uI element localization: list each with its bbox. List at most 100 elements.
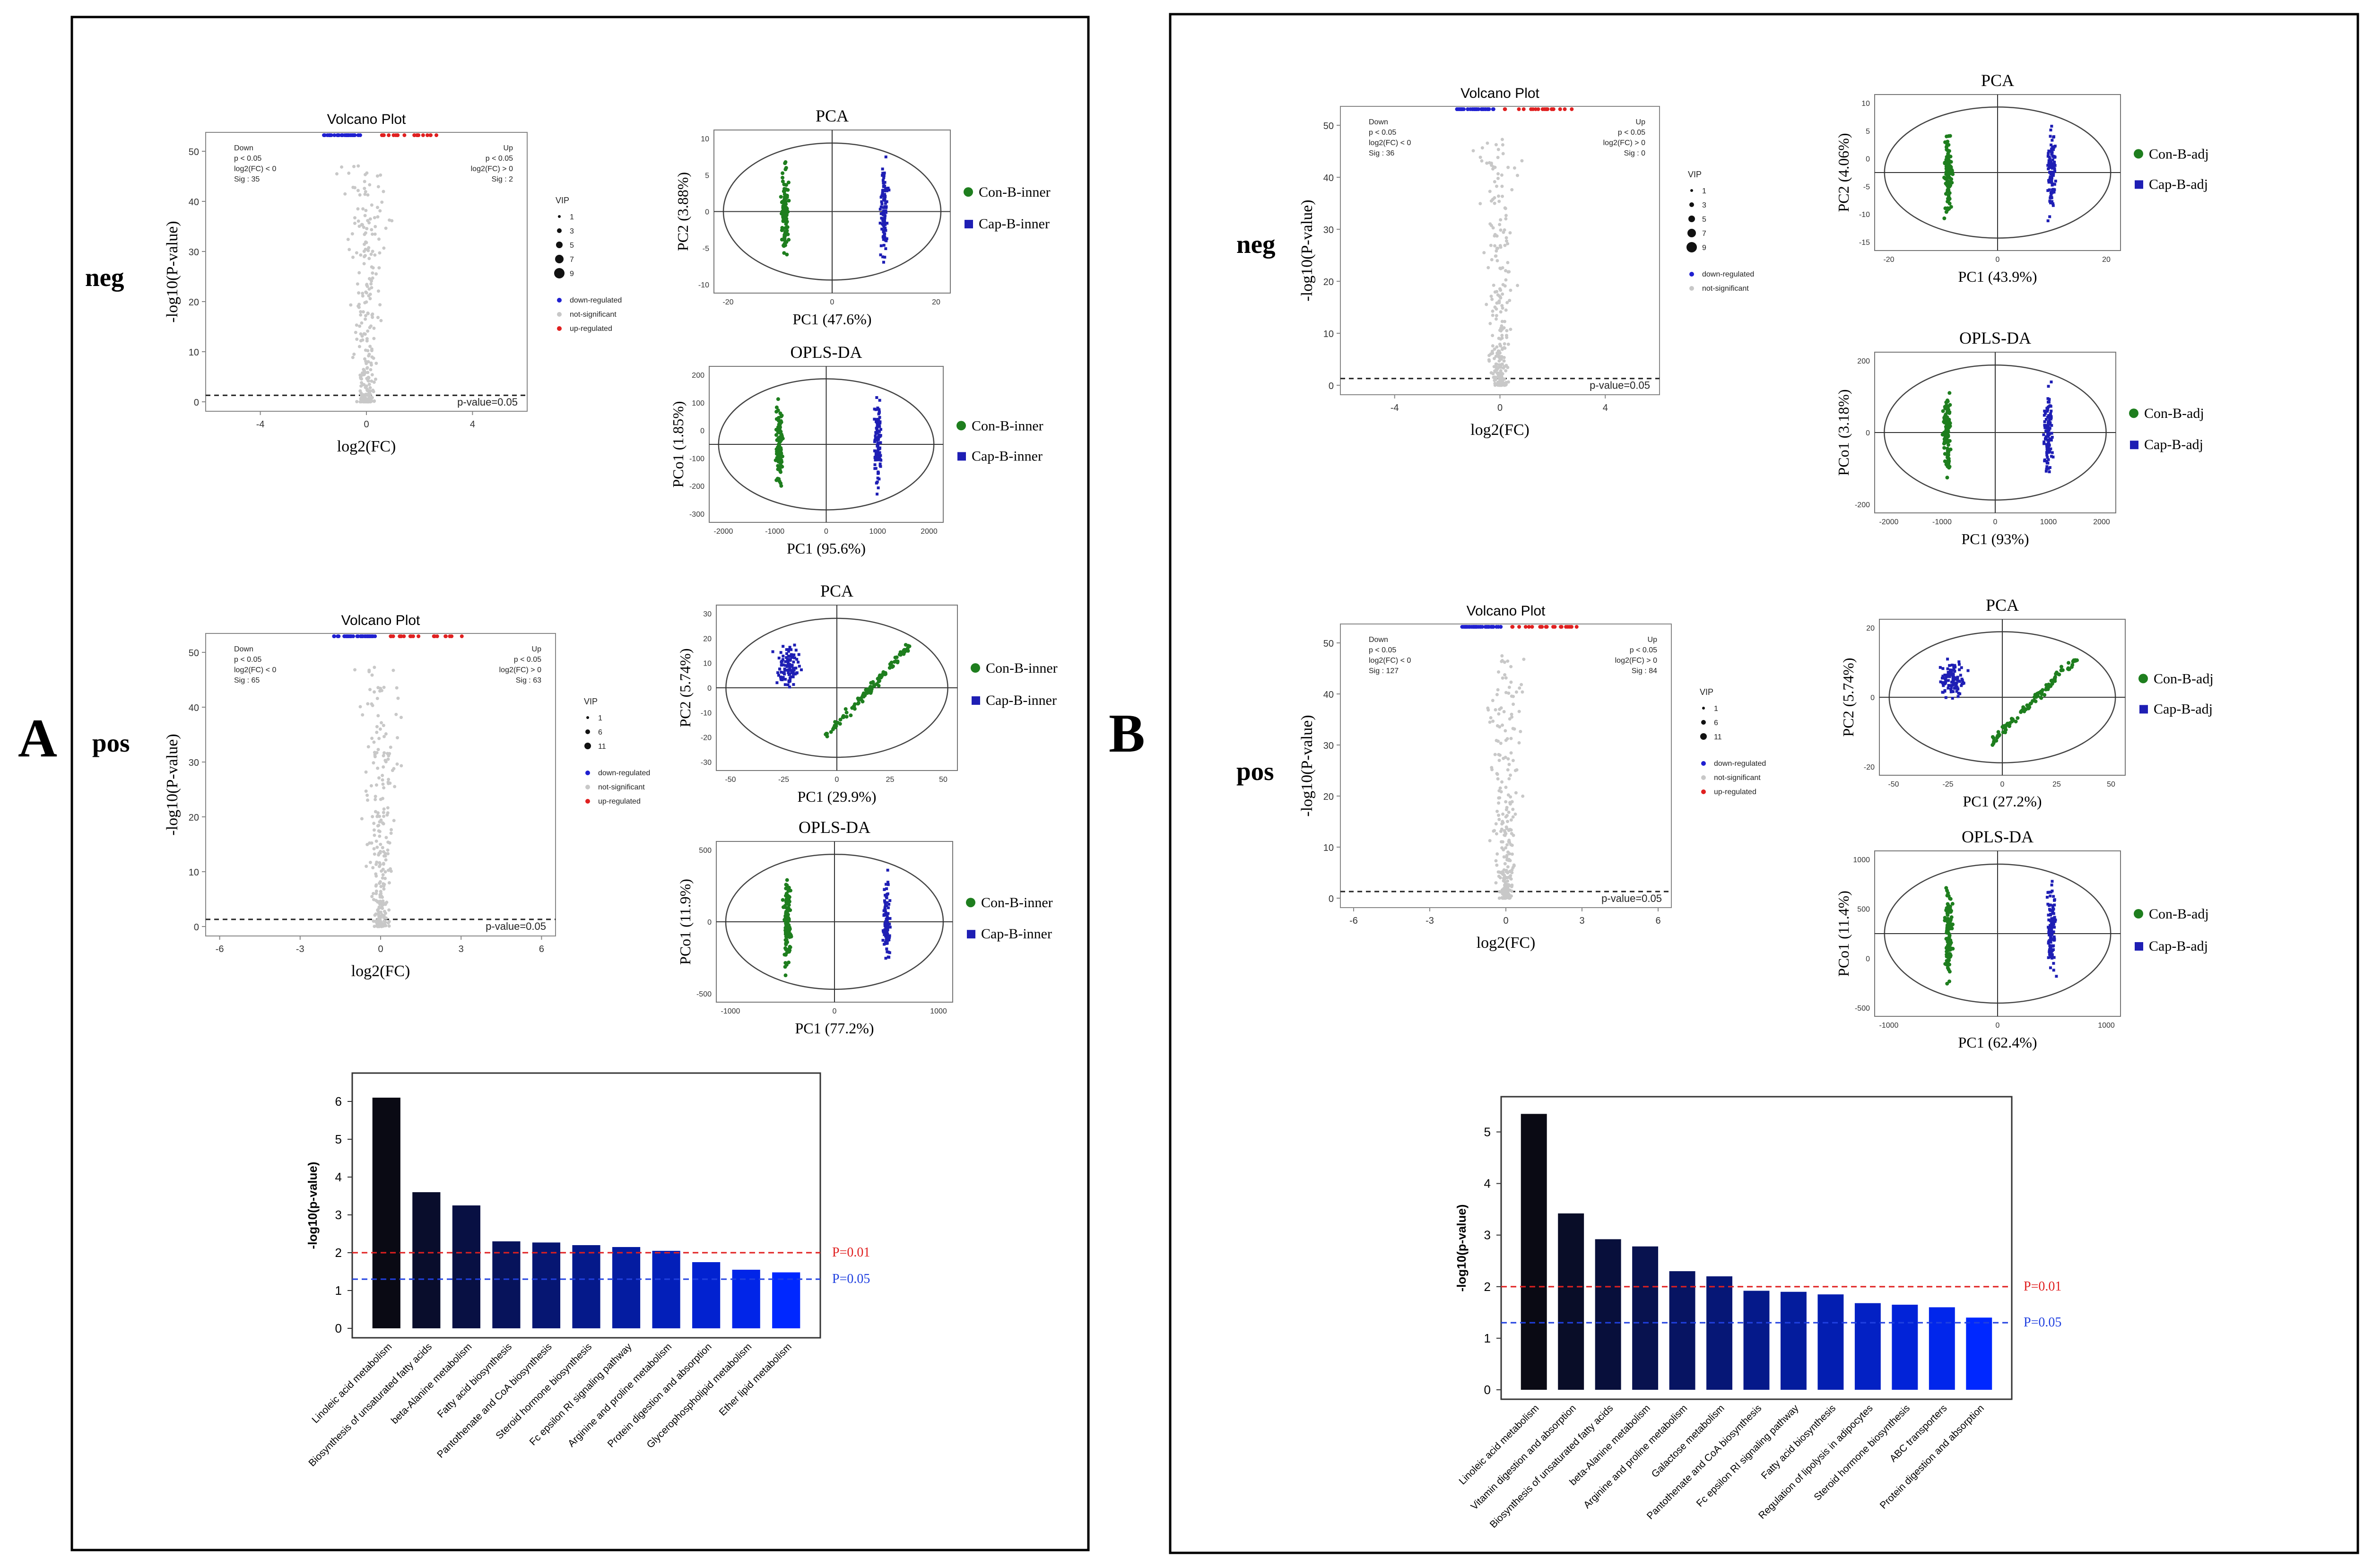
volcano-down-point [1475, 107, 1479, 111]
volcano-point [370, 379, 374, 383]
score-point-cap [2052, 135, 2056, 139]
bar [652, 1251, 680, 1328]
volcano-point [362, 368, 365, 372]
score-point-con [784, 892, 789, 896]
score-point-con [785, 878, 789, 882]
volcano-point [370, 673, 374, 677]
score-point-con [1943, 406, 1947, 410]
volcano-point [1501, 143, 1504, 147]
volcano-point [1496, 147, 1500, 151]
volcano-point [396, 736, 400, 740]
score-point-con [776, 464, 780, 468]
volcano-point [357, 225, 361, 228]
volcano-point [355, 251, 358, 255]
volcano-point [1495, 301, 1499, 305]
score-point-cap [1952, 680, 1955, 684]
volcano-point [1506, 768, 1510, 772]
score-ytick-label: 10 [1861, 100, 1870, 108]
volcano-point [1507, 685, 1511, 689]
volcano-point [1495, 345, 1499, 349]
score-point-cap [2055, 975, 2058, 978]
volcano-up-point [1553, 625, 1557, 629]
volcano-up-point [1558, 107, 1562, 111]
score-point-con [2035, 692, 2040, 696]
volcano-point [376, 185, 380, 189]
volcano-point [364, 231, 367, 235]
volcano-point [1516, 284, 1520, 287]
score-ytick-label: 0 [707, 684, 712, 693]
score-point-cap [881, 179, 885, 182]
volcano-point [1491, 334, 1495, 338]
volcano-point [1501, 872, 1504, 876]
volcano-down-point [352, 133, 356, 137]
score-point-cap [1950, 680, 1953, 684]
volcano-point [371, 250, 374, 253]
volcano-point [368, 183, 372, 187]
volcano-point [376, 900, 380, 903]
score-point-cap [886, 222, 889, 225]
volcano-point [369, 282, 373, 286]
volcano-point [1492, 356, 1496, 360]
volcano-point [373, 753, 377, 757]
volcano-down-point [363, 634, 367, 638]
vip-legend-title: VIP [584, 697, 598, 706]
score-point-cap [2047, 918, 2051, 922]
volcano-up-point [1538, 625, 1542, 629]
score-point-cap [2051, 139, 2054, 142]
volcano-point [356, 219, 360, 223]
score-ytick-label: -20 [1864, 763, 1875, 771]
volcano-point [376, 316, 380, 320]
score-point-cap [876, 432, 879, 435]
volcano-point [1508, 299, 1512, 303]
legend-cap-label: Cap-B-inner [981, 926, 1052, 942]
score-point-cap [2045, 444, 2049, 448]
score-point-cap [782, 672, 786, 675]
volcano-point [354, 330, 357, 334]
score-point-cap [2051, 435, 2054, 439]
score-ytick-label: 0 [1866, 429, 1870, 437]
score-point-cap [2053, 182, 2056, 186]
score-point-con [834, 725, 838, 729]
bar [1706, 1276, 1732, 1390]
score-point-cap [1966, 669, 1970, 672]
volcano-xtick-label: 6 [1655, 916, 1660, 926]
volcano-xtick-label: 0 [1497, 403, 1503, 413]
volcano-point [1505, 843, 1509, 847]
score-plot-title: PCA [816, 106, 849, 125]
score-xtick-label: 0 [830, 298, 834, 306]
score-point-con [1946, 913, 1950, 917]
volcano-xtick-label: -6 [1349, 916, 1358, 926]
score-xtick-label: -1000 [1879, 1022, 1899, 1030]
legend-con-marker [2134, 149, 2143, 159]
score-point-con [2042, 693, 2047, 697]
volcano-point [383, 902, 387, 906]
score-point-cap [795, 658, 799, 661]
score-point-cap [1953, 677, 1956, 681]
volcano-point [1489, 716, 1493, 719]
volcano-point [363, 301, 367, 304]
score-point-cap [784, 677, 787, 681]
volcano-point [346, 237, 350, 241]
score-point-cap [878, 408, 881, 411]
legend-cap-label: Cap-B-adj [2149, 176, 2208, 192]
volcano-ytick-label: 40 [1323, 690, 1334, 700]
score-point-con [1992, 739, 1996, 744]
score-point-con [781, 175, 785, 180]
score-point-cap [2049, 894, 2052, 898]
volcano-point [1498, 378, 1502, 382]
score-point-cap [879, 465, 882, 468]
volcano-point [365, 291, 368, 295]
score-point-cap [2046, 450, 2050, 454]
bar [1521, 1114, 1547, 1390]
volcano-point [1498, 725, 1502, 729]
score-point-con [2031, 699, 2035, 703]
score-point-con [1946, 173, 1950, 178]
score-point-con [2034, 699, 2038, 703]
score-point-cap [883, 215, 886, 218]
score-point-cap [883, 171, 886, 174]
score-ytick-label: -5 [1863, 183, 1870, 191]
volcano-point [384, 916, 388, 920]
score-xtick-label: 25 [2052, 780, 2061, 788]
volcano-down-point [1468, 625, 1472, 629]
score-point-cap [780, 663, 783, 666]
